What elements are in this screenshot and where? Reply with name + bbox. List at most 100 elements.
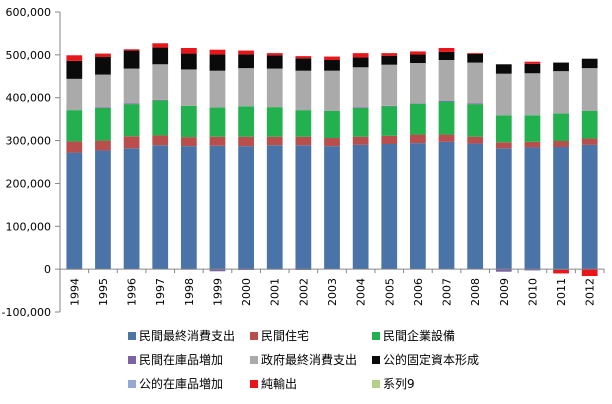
bar-segment-1994-series-6 xyxy=(66,60,83,79)
bar-segment-2009-series-2 xyxy=(495,142,512,149)
bar-segment-2008-series-1 xyxy=(467,143,484,270)
bar-segment-2005-series-8 xyxy=(381,53,398,56)
legend-swatch-9 xyxy=(372,380,380,388)
bar-segment-2004-series-2 xyxy=(352,136,369,145)
bar-segment-2007-series-6 xyxy=(438,51,455,60)
legend-label-6: 公的固定資本形成 xyxy=(383,352,479,367)
legend-label-7: 公的在庫品増加 xyxy=(139,376,223,391)
bar-segment-2005-series-2 xyxy=(381,135,398,144)
bar-segment-2010-series-6 xyxy=(524,63,541,74)
bar-segment-2009-series-6 xyxy=(495,64,512,74)
bar-segment-2002-series-3 xyxy=(295,110,312,137)
x-tick-label: 1995 xyxy=(97,278,110,306)
bar-segment-2007-series-3 xyxy=(438,101,455,135)
y-tick-label: 300,000 xyxy=(6,135,52,148)
bar-segment-2000-series-1 xyxy=(238,146,254,270)
bar-segment-1994-series-8 xyxy=(66,55,83,61)
y-tick-label: 500,000 xyxy=(6,49,52,62)
bar-segment-2001-series-5 xyxy=(266,68,283,108)
bar-segment-2007-series-1 xyxy=(438,141,455,270)
bar-segment-1994-series-3 xyxy=(66,110,83,142)
x-tick-label: 2003 xyxy=(326,278,339,306)
bar-segment-1996-series-1 xyxy=(123,148,140,270)
bar-segment-2010-series-3 xyxy=(524,115,541,142)
bar-segment-1995-series-3 xyxy=(95,108,111,141)
bar-segment-1998-series-3 xyxy=(180,105,197,138)
bar-segment-2003-series-3 xyxy=(324,111,340,138)
bar-segment-2009-series-4 xyxy=(495,269,512,272)
bar-segment-2007-series-8 xyxy=(438,48,455,52)
bar-segment-1997-series-8 xyxy=(152,43,169,48)
bar-segment-1997-series-2 xyxy=(152,135,169,146)
bar-segment-1996-series-2 xyxy=(123,136,140,149)
bar-segment-2004-series-3 xyxy=(352,108,369,137)
bar-segment-1997-series-6 xyxy=(152,47,169,65)
x-tick-label: 2008 xyxy=(469,278,482,306)
bar-segment-2009-series-5 xyxy=(495,73,512,116)
y-tick-label: 200,000 xyxy=(6,177,52,190)
bar-segment-2004-series-8 xyxy=(352,53,369,58)
bar-segment-2006-series-2 xyxy=(410,134,426,144)
bar-segment-2005-series-6 xyxy=(381,55,398,65)
bar-segment-1996-series-5 xyxy=(123,68,140,104)
bar-segment-1995-series-6 xyxy=(95,57,111,75)
bar-segment-2006-series-8 xyxy=(410,51,426,55)
bar-segment-1994-series-2 xyxy=(66,141,83,153)
bar-segment-2007-series-5 xyxy=(438,60,455,101)
x-tick-label: 1998 xyxy=(183,278,196,306)
x-tick-label: 1999 xyxy=(211,278,224,306)
bar-segment-2000-series-5 xyxy=(238,68,254,107)
bar-segment-2004-series-1 xyxy=(352,144,369,270)
x-tick-label: 2004 xyxy=(355,278,368,306)
legend-label-2: 民間住宅 xyxy=(261,328,309,343)
bar-segment-2008-series-5 xyxy=(467,62,484,104)
legend-swatch-1 xyxy=(128,332,136,340)
bar-segment-2008-series-3 xyxy=(467,104,484,137)
bar-segment-2006-series-5 xyxy=(410,63,426,104)
bar-segment-2005-series-5 xyxy=(381,64,398,106)
y-tick-label: 400,000 xyxy=(6,92,52,105)
bar-segment-2011-series-2 xyxy=(553,141,569,147)
bar-segment-2011-series-6 xyxy=(553,62,569,72)
x-tick-label: 2000 xyxy=(240,278,253,306)
legend-label-9: 系列9 xyxy=(383,377,415,391)
bar-segment-2006-series-3 xyxy=(410,103,426,135)
legend-swatch-6 xyxy=(372,356,380,364)
bar-segment-2012-series-2 xyxy=(581,138,598,145)
y-tick-label: 600,000 xyxy=(6,6,52,19)
bar-segment-1994-series-1 xyxy=(66,152,83,270)
legend-label-3: 民間企業設備 xyxy=(383,328,455,343)
bar-segment-2001-series-6 xyxy=(266,55,283,69)
bar-segment-2012-series-5 xyxy=(581,68,598,111)
bar-segment-2010-series-4 xyxy=(524,269,541,271)
bar-segment-1998-series-2 xyxy=(180,137,197,147)
bar-segment-2005-series-3 xyxy=(381,106,398,136)
bar-segment-1999-series-4 xyxy=(209,269,226,272)
bar-segment-1998-series-8 xyxy=(180,48,197,54)
bar-segment-2008-series-4 xyxy=(467,103,484,105)
x-tick-label: 2010 xyxy=(526,278,539,306)
x-tick-label: 2002 xyxy=(297,278,310,306)
legend-swatch-5 xyxy=(250,356,258,364)
bar-segment-1999-series-8 xyxy=(209,49,226,55)
bar-segment-1995-series-8 xyxy=(95,53,111,57)
legend-swatch-7 xyxy=(128,380,136,388)
bar-segment-2001-series-1 xyxy=(266,145,283,270)
bars-layer xyxy=(66,43,598,276)
bar-segment-1997-series-3 xyxy=(152,100,169,136)
bar-segment-2011-series-8 xyxy=(553,270,569,274)
bar-segment-1999-series-6 xyxy=(209,54,226,71)
bar-segment-2004-series-6 xyxy=(352,57,369,68)
bar-segment-2003-series-8 xyxy=(324,56,340,60)
bar-segment-2000-series-3 xyxy=(238,106,254,137)
legend-label-8: 純輸出 xyxy=(261,376,297,391)
bar-segment-2006-series-6 xyxy=(410,54,426,63)
legend-swatch-3 xyxy=(372,332,380,340)
bar-segment-2009-series-3 xyxy=(495,115,512,143)
x-tick-label: 2009 xyxy=(498,278,511,306)
legend-label-5: 政府最終消費支出 xyxy=(261,352,357,367)
bar-segment-2001-series-8 xyxy=(266,53,283,56)
bar-segment-2004-series-5 xyxy=(352,67,369,108)
